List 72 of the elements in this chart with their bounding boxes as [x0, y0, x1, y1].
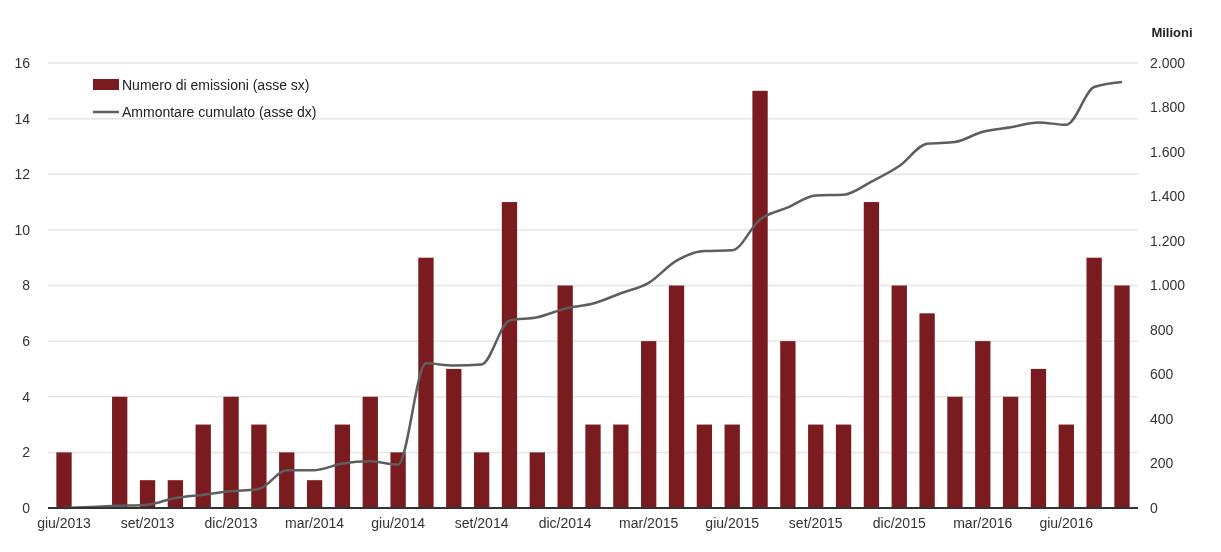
y-tick-label: 16 — [14, 54, 31, 71]
y2-axis-title: Milioni — [1151, 25, 1193, 40]
x-tick-label: mar/2015 — [619, 515, 679, 531]
bar — [724, 424, 740, 508]
legend-label: Ammontare cumulato (asse dx) — [122, 103, 317, 120]
bar — [195, 424, 211, 508]
bar — [1058, 424, 1074, 508]
x-tick-label: set/2014 — [454, 515, 509, 531]
y2-tick-label: 1.200 — [1150, 232, 1186, 249]
bar — [473, 452, 490, 508]
bar — [418, 257, 434, 508]
x-tick-label: giu/2013 — [37, 515, 92, 531]
x-tick-label: giu/2015 — [705, 515, 760, 531]
bar — [390, 452, 406, 508]
bar — [362, 396, 378, 508]
legend-label: Numero di emissioni (asse sx) — [122, 76, 310, 93]
y2-tick-label: 1.000 — [1150, 277, 1186, 294]
y-tick-label: 14 — [14, 110, 31, 127]
bar — [112, 396, 128, 508]
bar — [641, 341, 657, 508]
bar — [1114, 285, 1130, 508]
bar — [223, 396, 239, 508]
bar — [251, 424, 267, 508]
x-tick-label: giu/2014 — [371, 515, 426, 531]
bar — [557, 285, 573, 508]
x-tick-label: dic/2013 — [204, 515, 258, 531]
y-tick-label: 12 — [14, 166, 31, 183]
bar — [1030, 368, 1047, 508]
y2-tick-label: 600 — [1150, 366, 1174, 383]
bar — [334, 424, 351, 508]
bar — [808, 424, 824, 508]
x-tick-label: mar/2016 — [953, 515, 1013, 531]
y2-tick-label: 1.800 — [1150, 99, 1186, 116]
y-tick-label: 0 — [22, 499, 31, 516]
bar — [279, 452, 295, 508]
y2-tick-label: 0 — [1150, 499, 1158, 516]
y2-tick-label: 400 — [1150, 410, 1174, 427]
x-tick-label: set/2013 — [120, 515, 175, 531]
bar — [919, 313, 935, 508]
y2-tick-label: 200 — [1150, 455, 1174, 472]
y2-tick-label: 2.000 — [1150, 54, 1186, 71]
bar — [947, 396, 963, 508]
bar — [975, 341, 991, 508]
y2-tick-label: 800 — [1150, 321, 1174, 338]
bar — [529, 452, 545, 508]
bar — [1002, 396, 1019, 508]
x-tick-label: set/2015 — [788, 515, 843, 531]
y-tick-label: 8 — [22, 277, 31, 294]
bar — [780, 341, 796, 508]
bar — [668, 285, 685, 508]
y-tick-label: 10 — [14, 221, 31, 238]
bar — [585, 424, 601, 508]
bar — [835, 424, 852, 508]
bar — [863, 202, 880, 508]
y-tick-label: 6 — [22, 333, 31, 350]
bar — [891, 285, 907, 508]
bar — [446, 368, 462, 508]
bar — [56, 452, 72, 508]
x-tick-label: giu/2016 — [1039, 515, 1094, 531]
y-tick-label: 4 — [22, 388, 31, 405]
y2-tick-label: 1.600 — [1150, 143, 1186, 160]
y-tick-label: 2 — [22, 444, 31, 461]
bar — [306, 480, 323, 508]
x-tick-label: dic/2015 — [872, 515, 926, 531]
bar — [501, 202, 518, 508]
bar — [613, 424, 629, 508]
bar — [696, 424, 713, 508]
bar — [752, 90, 768, 508]
x-tick-label: mar/2014 — [285, 515, 345, 531]
x-tick-label: dic/2014 — [538, 515, 592, 531]
y2-tick-label: 1.400 — [1150, 188, 1186, 205]
bar — [1086, 257, 1102, 508]
